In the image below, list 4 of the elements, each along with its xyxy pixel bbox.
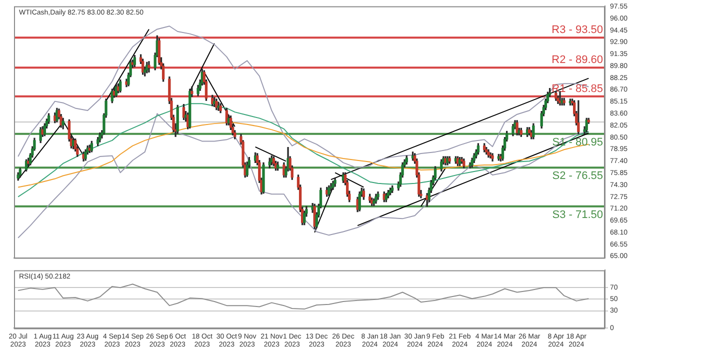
ref-line-label: S3 - 71.50 xyxy=(552,208,603,221)
ref-line-label: R3 - 93.50 xyxy=(552,24,603,36)
ref-line-label: R2 - 89.60 xyxy=(552,54,603,66)
ref-line-label: S2 - 76.55 xyxy=(552,170,603,182)
